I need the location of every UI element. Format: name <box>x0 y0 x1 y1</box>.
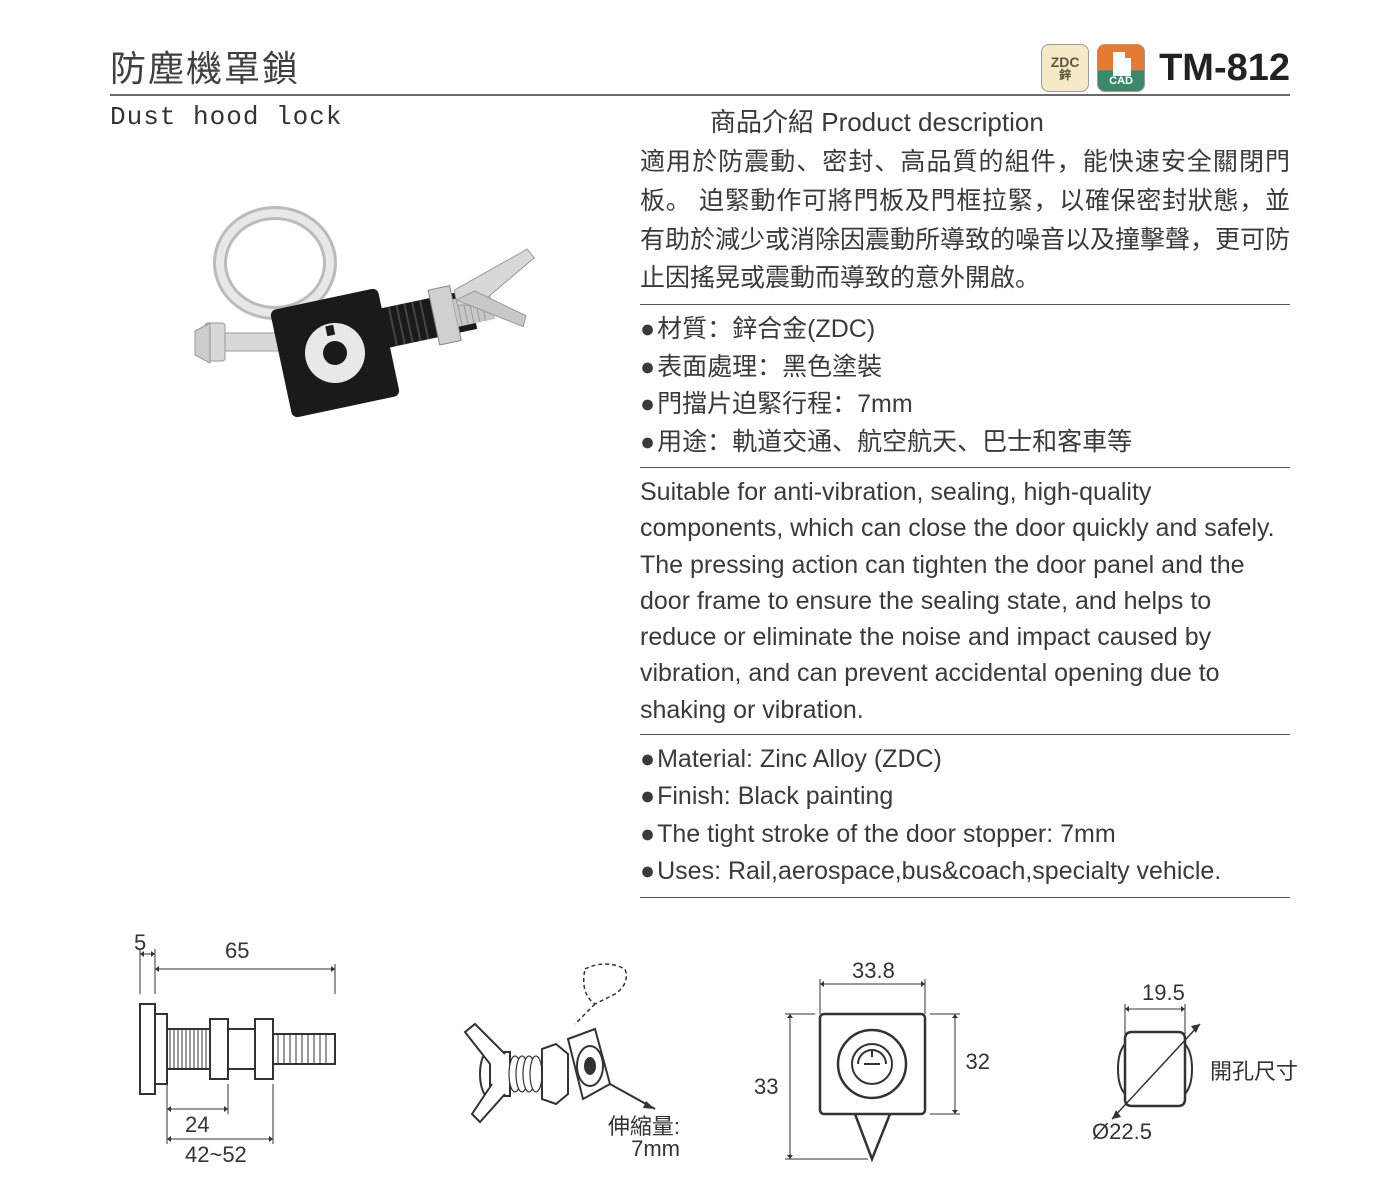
dim-label: 33.8 <box>852 958 895 984</box>
dim-label: 65 <box>225 938 249 964</box>
divider <box>640 467 1290 468</box>
specs-en-list: Material: Zinc Alloy (ZDC) Finish: Black… <box>640 741 1290 891</box>
spec-en-item: Uses: Rail,aerospace,bus&coach,specialty… <box>640 853 1290 891</box>
diagram-iso-view: 伸縮量: 7mm <box>430 954 680 1174</box>
diagram-side-view: 5 65 24 42~52 <box>110 934 350 1174</box>
page-header: 防塵機罩鎖 ZDC 鋅 CAD TM-812 <box>110 40 1290 96</box>
section-title: 商品介紹 Product description <box>710 102 1290 139</box>
zdc-badge-line1: ZDC <box>1051 55 1080 69</box>
title-en: Dust hood lock <box>110 102 342 139</box>
dim-label: 5 <box>134 930 146 956</box>
diagram-front-view: 33.8 32 33 <box>760 964 990 1174</box>
spec-zh-item: 門擋片迫緊行程：7mm <box>640 386 1290 424</box>
dim-label: 32 <box>966 1049 990 1075</box>
spec-zh-item: 表面處理：黑色塗裝 <box>640 349 1290 387</box>
left-column <box>110 143 600 904</box>
model-number: TM-812 <box>1159 47 1290 90</box>
header-right: ZDC 鋅 CAD TM-812 <box>1041 44 1290 92</box>
product-photo <box>155 193 555 493</box>
document-icon <box>1111 52 1131 76</box>
spec-en-item: Material: Zinc Alloy (ZDC) <box>640 741 1290 779</box>
cutout-label: 開孔尺寸 <box>1210 1054 1300 1086</box>
technical-diagrams: 5 65 24 42~52 <box>110 934 1290 1174</box>
dim-label: 33 <box>754 1074 778 1100</box>
zdc-badge: ZDC 鋅 <box>1041 44 1089 92</box>
cad-badge: CAD <box>1097 44 1145 92</box>
specs-zh-list: 材質：鋅合金(ZDC) 表面處理：黑色塗裝 門擋片迫緊行程：7mm 用途：軌道交… <box>640 311 1290 461</box>
subheader: Dust hood lock 商品介紹 Product description <box>110 102 1290 139</box>
content-area: 適用於防震動、密封、高品質的組件，能快速安全關閉門板。 迫緊動作可將門板及門框拉… <box>110 143 1290 904</box>
zdc-badge-line2: 鋅 <box>1059 69 1071 81</box>
description-en: Suitable for anti-vibration, sealing, hi… <box>640 474 1290 728</box>
diagram-cutout: 19.5 Ø22.5 開孔尺寸 <box>1070 984 1290 1174</box>
spec-en-item: Finish: Black painting <box>640 778 1290 816</box>
dim-label: 19.5 <box>1142 980 1185 1006</box>
spec-en-item: The tight stroke of the door stopper: 7m… <box>640 816 1290 854</box>
dim-label: Ø22.5 <box>1092 1119 1152 1145</box>
right-column: 適用於防震動、密封、高品質的組件，能快速安全關閉門板。 迫緊動作可將門板及門框拉… <box>640 143 1290 904</box>
divider <box>640 304 1290 305</box>
stroke-value: 7mm <box>631 1136 680 1162</box>
description-zh: 適用於防震動、密封、高品質的組件，能快速安全關閉門板。 迫緊動作可將門板及門框拉… <box>640 143 1290 298</box>
dim-label: 24 <box>185 1112 209 1138</box>
divider <box>640 897 1290 898</box>
spec-zh-item: 用途：軌道交通、航空航天、巴士和客車等 <box>640 424 1290 462</box>
title-zh: 防塵機罩鎖 <box>110 40 300 92</box>
cad-badge-label: CAD <box>1109 75 1133 87</box>
dim-label: 42~52 <box>185 1142 247 1168</box>
divider <box>640 734 1290 735</box>
spec-zh-item: 材質：鋅合金(ZDC) <box>640 311 1290 349</box>
